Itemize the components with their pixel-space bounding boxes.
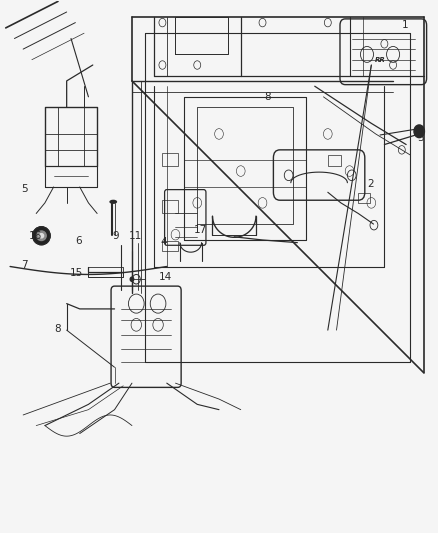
Text: 1: 1 <box>402 20 409 30</box>
Text: 14: 14 <box>159 272 173 282</box>
Text: 9: 9 <box>112 231 119 241</box>
Bar <box>162 200 178 214</box>
Circle shape <box>414 125 424 138</box>
Text: 8: 8 <box>265 92 271 102</box>
Text: 3: 3 <box>417 133 424 143</box>
Text: 5: 5 <box>21 183 27 193</box>
Ellipse shape <box>110 200 117 204</box>
Text: 17: 17 <box>194 225 207 236</box>
Text: 4: 4 <box>160 237 166 247</box>
Ellipse shape <box>39 233 44 238</box>
Bar <box>162 152 178 166</box>
Text: RR: RR <box>374 56 385 63</box>
Bar <box>328 155 341 166</box>
Text: 16: 16 <box>29 231 42 241</box>
Ellipse shape <box>37 231 46 240</box>
Text: 7: 7 <box>21 261 27 270</box>
Bar <box>358 193 371 203</box>
Ellipse shape <box>33 227 50 245</box>
Bar <box>162 241 178 251</box>
Text: 2: 2 <box>367 179 374 189</box>
Text: 6: 6 <box>75 236 82 246</box>
Circle shape <box>130 277 134 281</box>
Text: 15: 15 <box>70 268 83 278</box>
Text: 8: 8 <box>54 324 60 334</box>
Text: 11: 11 <box>129 231 142 241</box>
